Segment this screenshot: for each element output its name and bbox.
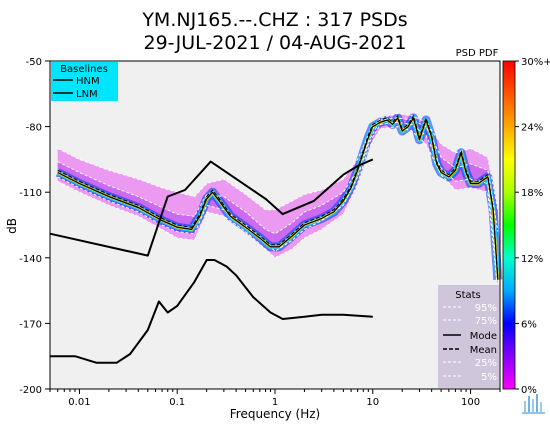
y-axis-ticks: -50 -80 -110 -140 -170 -200: [19, 57, 50, 396]
series-line-95-pct: [57, 113, 499, 211]
seismic-logo: [522, 394, 545, 414]
colorbar-tick-label: 0%: [521, 385, 537, 396]
legend-5-label: 5%: [481, 372, 497, 383]
series-line-5-pct: [57, 126, 499, 291]
legend-lnm-label: LNM: [76, 89, 98, 100]
stats-legend-title: Stats: [455, 290, 481, 301]
legend-hnm-label: HNM: [76, 76, 100, 87]
y-tick-label: -170: [19, 319, 42, 330]
chart-title: YM.NJ165.--.CHZ : 317 PSDs: [141, 9, 407, 31]
colorbar-tick-label: 12%: [521, 254, 543, 265]
series-line-mean: [57, 115, 499, 278]
colorbar-title: PSD PDF: [456, 48, 499, 59]
x-tick-label: 1: [272, 397, 278, 408]
series-line-75-pct: [57, 117, 499, 235]
colorbar-ticks: 30%+ 24% 18% 12% 6% 0%: [515, 57, 550, 396]
x-axis-label: Frequency (Hz): [230, 407, 321, 421]
colorbar-tick-label: 30%+: [521, 57, 550, 68]
colorbar-tick-label: 24%: [521, 123, 543, 134]
stats-legend-box: [438, 285, 499, 388]
y-tick-label: -140: [19, 254, 42, 265]
baselines-legend-title: Baselines: [60, 64, 108, 75]
colorbar: [502, 60, 516, 390]
series-line-25-pct: [57, 121, 499, 280]
y-tick-label: -200: [19, 385, 42, 396]
legend-25-label: 25%: [475, 358, 497, 369]
legend-95-label: 95%: [475, 303, 497, 314]
y-axis-label: dB: [5, 218, 19, 234]
y-tick-label: -50: [26, 57, 42, 68]
x-tick-label: 100: [461, 397, 480, 408]
y-tick-label: -110: [19, 188, 42, 199]
chart-subtitle: 29-JUL-2021 / 04-AUG-2021: [144, 32, 407, 54]
logo-bar-5: [540, 402, 542, 412]
logo-bar-2: [528, 396, 530, 412]
colorbar-tick-label: 6%: [521, 319, 537, 330]
x-tick-label: 0.01: [68, 397, 90, 408]
series-line-mode: [57, 117, 499, 280]
x-axis-ticks: 0.01 0.1 1 10 100: [49, 389, 501, 408]
colorbar-tick-label: 18%: [521, 188, 543, 199]
logo-bar-4: [536, 394, 538, 412]
baselines-legend-box: [51, 62, 118, 101]
y-tick-label: -80: [26, 123, 42, 134]
legend-mode-label: Mode: [470, 331, 497, 342]
legend-75-label: 75%: [475, 316, 497, 327]
x-tick-label: 10: [366, 397, 379, 408]
series-line-lnm: [50, 259, 373, 364]
baselines-legend: Baselines HNM LNM: [51, 62, 118, 101]
x-tick-label: 0.1: [169, 397, 185, 408]
logo-bar-1: [524, 401, 526, 412]
series-line-hnm: [49, 158, 374, 257]
logo-bar-3: [532, 399, 534, 412]
series-lines: [49, 113, 499, 364]
legend-mean-label: Mean: [470, 345, 497, 356]
stats-legend: Stats 95% 75% Mode Mean 25% 5%: [438, 285, 499, 388]
